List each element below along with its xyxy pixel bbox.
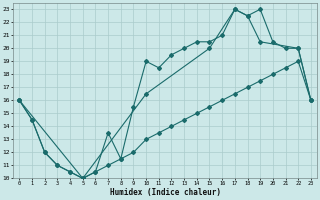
X-axis label: Humidex (Indice chaleur): Humidex (Indice chaleur) (110, 188, 220, 197)
